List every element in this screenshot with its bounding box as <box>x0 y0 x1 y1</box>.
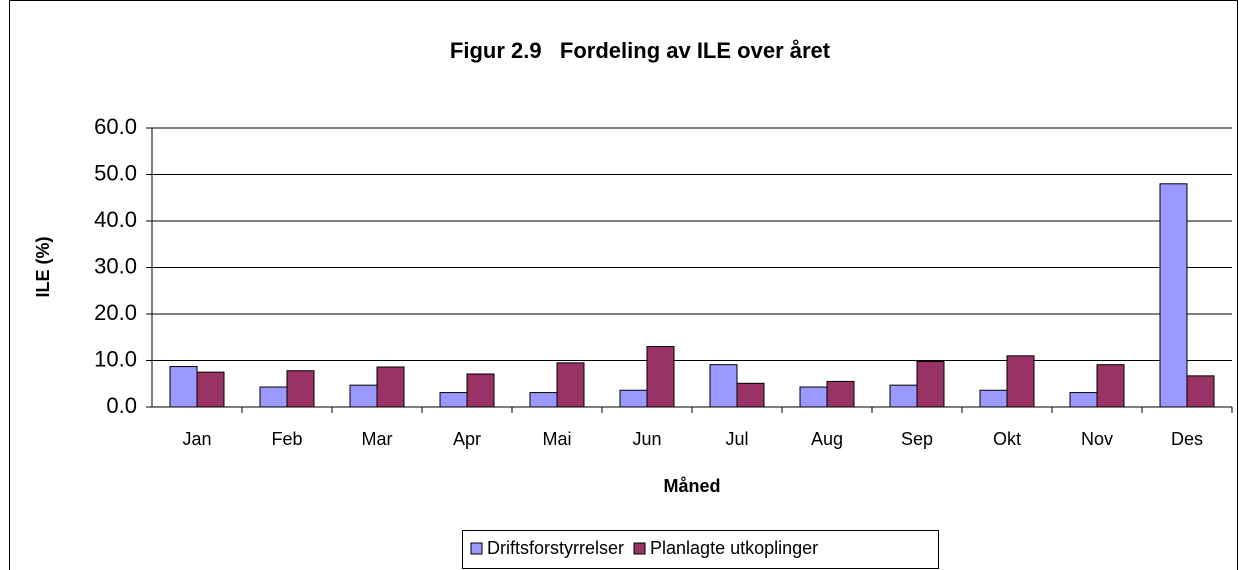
bar <box>799 386 828 408</box>
x-tick-label: Jul <box>725 429 748 449</box>
bar <box>196 371 225 408</box>
legend-label: Planlagte utkoplinger <box>650 538 818 558</box>
x-tick-label: Sep <box>901 429 933 449</box>
bar <box>709 364 738 408</box>
bar <box>619 389 648 408</box>
x-tick-label: Apr <box>453 429 481 449</box>
bar <box>646 346 675 408</box>
x-axis-label: Måned <box>663 476 720 496</box>
bar <box>466 373 495 408</box>
legend-label: Driftsforstyrrelser <box>487 538 624 558</box>
x-tick-label: Mar <box>362 429 393 449</box>
y-tick-label: 10.0 <box>94 346 137 371</box>
bar <box>916 360 945 408</box>
bar <box>169 366 198 408</box>
bar <box>556 362 585 408</box>
x-tick-label: Jan <box>182 429 211 449</box>
x-tick-label: Des <box>1171 429 1203 449</box>
x-tick-label: Feb <box>271 429 302 449</box>
chart-frame <box>9 0 1238 570</box>
legend-box <box>462 530 939 569</box>
y-tick-label: 0.0 <box>106 393 137 418</box>
y-tick-label: 50.0 <box>94 160 137 185</box>
bar <box>259 386 288 408</box>
y-axis-label: ILE (%) <box>33 236 53 297</box>
bar <box>439 392 468 408</box>
bar <box>1006 355 1035 408</box>
bar <box>286 370 315 408</box>
bar <box>349 384 378 408</box>
bar <box>826 380 855 408</box>
x-tick-label: Nov <box>1081 429 1113 449</box>
bar <box>1096 364 1125 408</box>
bar <box>979 389 1008 408</box>
legend-swatch <box>470 542 483 555</box>
legend-swatch <box>633 542 646 555</box>
chart-title: Figur 2.9 Fordeling av ILE over året <box>450 38 831 63</box>
bar <box>1069 392 1098 408</box>
bar <box>1159 183 1188 408</box>
x-tick-label: Jun <box>632 429 661 449</box>
bar <box>736 382 765 408</box>
y-tick-label: 30.0 <box>94 253 137 278</box>
x-tick-label: Aug <box>811 429 843 449</box>
x-tick-label: Mai <box>542 429 571 449</box>
x-tick-label: Okt <box>993 429 1021 449</box>
y-tick-label: 40.0 <box>94 207 137 232</box>
y-tick-label: 20.0 <box>94 300 137 325</box>
bar <box>376 366 405 408</box>
y-tick-label: 60.0 <box>94 114 137 139</box>
bar <box>529 392 558 408</box>
bar <box>889 384 918 408</box>
bar <box>1186 375 1215 408</box>
